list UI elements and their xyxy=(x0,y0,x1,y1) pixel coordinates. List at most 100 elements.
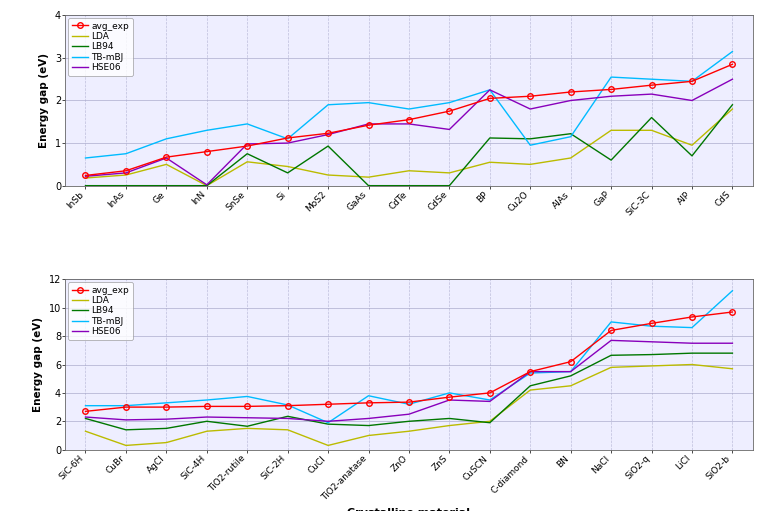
Legend: avg_exp, LDA, LB94, TB-mBJ, HSE06: avg_exp, LDA, LB94, TB-mBJ, HSE06 xyxy=(68,282,133,340)
TB-mBJ xyxy=(323,420,333,426)
Line: LDA: LDA xyxy=(85,364,733,446)
avg_exp xyxy=(121,404,131,410)
LB94 xyxy=(728,102,737,108)
avg_exp xyxy=(283,403,293,409)
TB-mBJ xyxy=(121,151,131,157)
LDA xyxy=(323,172,333,178)
HSE06 xyxy=(243,415,252,421)
TB-mBJ xyxy=(485,397,495,403)
HSE06 xyxy=(485,399,495,405)
LB94 xyxy=(647,352,656,358)
TB-mBJ xyxy=(525,370,535,376)
avg_exp xyxy=(566,89,575,95)
avg_exp xyxy=(243,143,252,149)
Y-axis label: Energy gap (eV): Energy gap (eV) xyxy=(39,53,49,148)
avg_exp xyxy=(243,403,252,409)
LDA xyxy=(647,127,656,133)
LB94 xyxy=(364,423,373,429)
LDA xyxy=(485,159,495,166)
HSE06 xyxy=(607,337,616,343)
avg_exp xyxy=(364,122,373,128)
avg_exp xyxy=(728,309,737,315)
Legend: avg_exp, LDA, LB94, TB-mBJ, HSE06: avg_exp, LDA, LB94, TB-mBJ, HSE06 xyxy=(68,18,133,76)
TB-mBJ xyxy=(647,76,656,82)
HSE06 xyxy=(243,141,252,147)
avg_exp xyxy=(404,117,413,123)
LB94 xyxy=(283,170,293,176)
avg_exp xyxy=(162,154,171,160)
LDA xyxy=(687,142,697,148)
HSE06 xyxy=(162,416,171,422)
LB94 xyxy=(121,182,131,189)
LDA xyxy=(607,364,616,370)
avg_exp xyxy=(687,78,697,84)
TB-mBJ xyxy=(728,49,737,55)
HSE06 xyxy=(121,170,131,176)
TB-mBJ xyxy=(566,134,575,140)
LDA xyxy=(283,164,293,170)
HSE06 xyxy=(485,87,495,93)
LB94 xyxy=(404,418,413,424)
avg_exp xyxy=(81,408,90,414)
LDA xyxy=(566,155,575,161)
HSE06 xyxy=(202,182,211,188)
LDA xyxy=(323,443,333,449)
LB94 xyxy=(283,413,293,420)
LB94 xyxy=(445,182,454,189)
TB-mBJ xyxy=(202,397,211,403)
LB94 xyxy=(243,423,252,429)
avg_exp xyxy=(728,61,737,67)
LDA xyxy=(202,182,211,189)
HSE06 xyxy=(687,98,697,104)
LB94 xyxy=(81,415,90,422)
TB-mBJ xyxy=(364,392,373,399)
avg_exp xyxy=(566,359,575,365)
HSE06 xyxy=(566,98,575,104)
TB-mBJ xyxy=(404,401,413,407)
HSE06 xyxy=(728,76,737,82)
LB94 xyxy=(566,131,575,137)
Line: HSE06: HSE06 xyxy=(85,79,733,185)
HSE06 xyxy=(525,368,535,375)
LDA xyxy=(121,172,131,178)
HSE06 xyxy=(647,91,656,97)
LB94 xyxy=(243,151,252,157)
avg_exp xyxy=(607,328,616,334)
LB94 xyxy=(485,135,495,141)
TB-mBJ xyxy=(445,390,454,396)
TB-mBJ xyxy=(283,402,293,408)
TB-mBJ xyxy=(566,368,575,375)
LB94 xyxy=(485,420,495,426)
avg_exp xyxy=(647,320,656,327)
LDA xyxy=(525,387,535,393)
avg_exp xyxy=(162,404,171,410)
TB-mBJ xyxy=(243,393,252,400)
avg_exp xyxy=(323,130,333,136)
Y-axis label: Energy gap (eV): Energy gap (eV) xyxy=(33,317,43,412)
LB94 xyxy=(687,350,697,356)
TB-mBJ xyxy=(121,403,131,409)
HSE06 xyxy=(202,414,211,420)
Line: TB-mBJ: TB-mBJ xyxy=(85,52,733,158)
TB-mBJ xyxy=(525,142,535,148)
HSE06 xyxy=(445,397,454,403)
LDA xyxy=(243,159,252,165)
LDA xyxy=(162,161,171,168)
Line: LB94: LB94 xyxy=(85,353,733,430)
LDA xyxy=(445,423,454,429)
LB94 xyxy=(687,153,697,159)
HSE06 xyxy=(121,417,131,423)
avg_exp xyxy=(323,401,333,407)
LB94 xyxy=(81,182,90,189)
HSE06 xyxy=(607,93,616,99)
avg_exp xyxy=(445,108,454,114)
avg_exp xyxy=(81,172,90,178)
avg_exp xyxy=(647,82,656,88)
LDA xyxy=(364,432,373,438)
TB-mBJ xyxy=(364,100,373,106)
avg_exp xyxy=(283,135,293,141)
LDA xyxy=(364,174,373,180)
Line: avg_exp: avg_exp xyxy=(83,61,735,178)
HSE06 xyxy=(323,418,333,424)
HSE06 xyxy=(647,339,656,345)
